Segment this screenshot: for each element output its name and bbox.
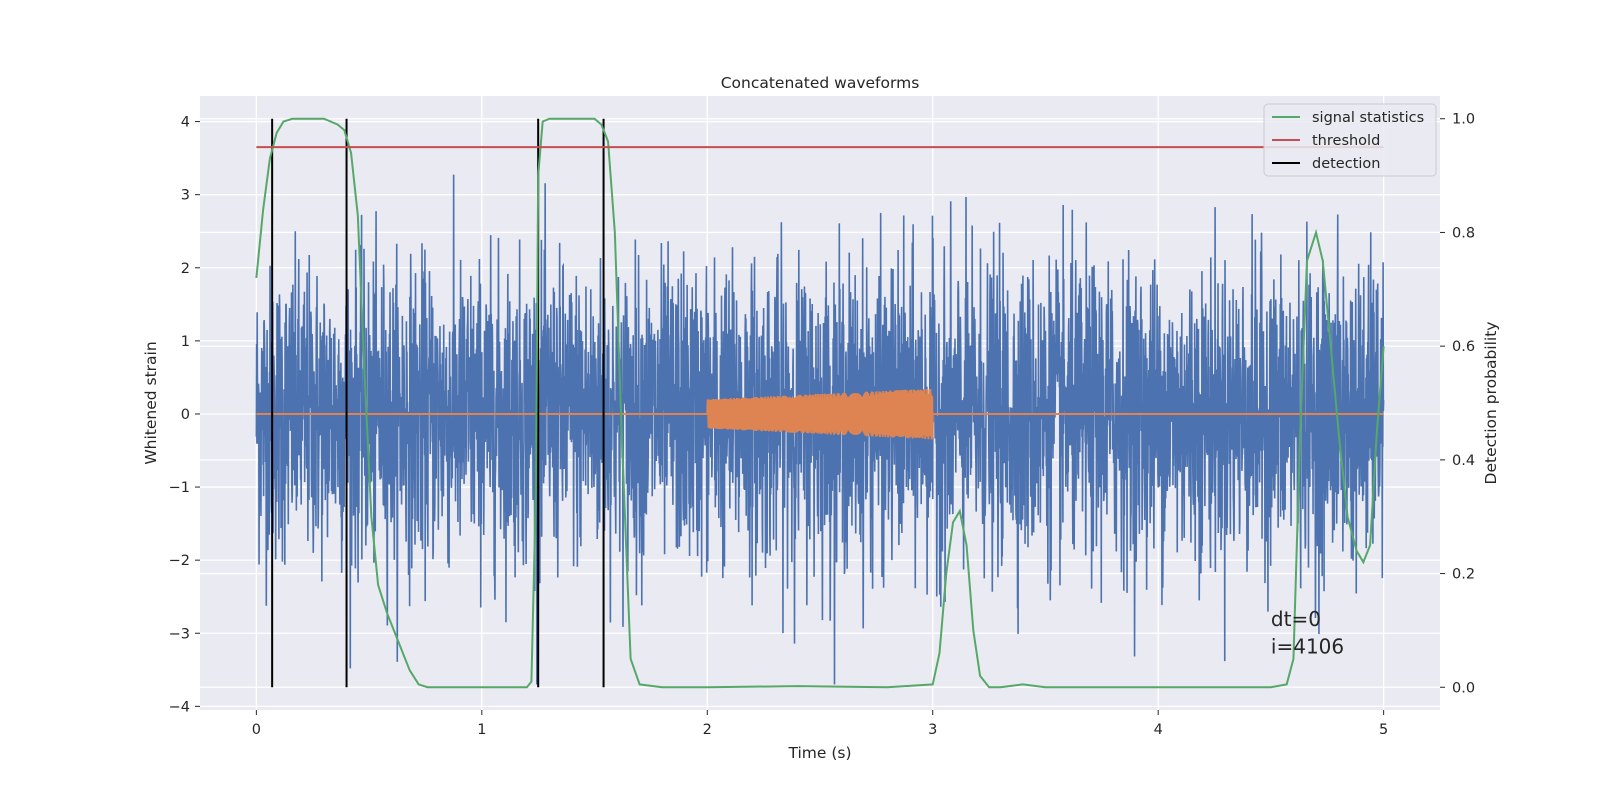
y2-tick-label: 0.6 (1452, 339, 1475, 355)
y2-tick-label: 0.2 (1452, 567, 1475, 583)
plot-area (255, 117, 1385, 689)
y2-axis-label: Detection probability (1482, 322, 1500, 485)
axes: 0 1 2 3 4 5 −4 −3 −2 −1 0 1 2 3 4 0.0 0.2 0.4 0.6 0.8 1.0 (169, 112, 1475, 738)
legend-label: threshold (1312, 133, 1380, 149)
y-tick-label: −3 (169, 626, 190, 642)
y2-tick-label: 0.0 (1452, 680, 1475, 696)
y-tick-label: 2 (181, 261, 190, 277)
y2-tick-label: 0.8 (1452, 225, 1475, 241)
noise-series-line (255, 174, 1385, 685)
annotations: dt=0 i=4106 (1271, 607, 1344, 659)
signal-statistics-series-line (255, 117, 1385, 689)
legend: signal statistics threshold detection (1263, 103, 1437, 177)
x-tick-label: 1 (477, 722, 486, 738)
y-tick-label: −2 (169, 553, 190, 569)
annotation-text: i=4106 (1271, 635, 1344, 659)
y-tick-label: −1 (169, 480, 190, 496)
legend-label: detection (1312, 156, 1380, 172)
y-tick-label: −4 (169, 699, 190, 715)
x-tick-label: 4 (1154, 722, 1163, 738)
annotation-text: dt=0 (1271, 607, 1321, 631)
legend-label: signal statistics (1312, 110, 1424, 126)
y-tick-label: 1 (181, 334, 190, 350)
y-axis-label: Whitened strain (142, 341, 160, 464)
y-tick-label: 0 (181, 407, 190, 423)
injected-signal-line (256, 388, 1384, 440)
x-tick-label: 3 (928, 722, 937, 738)
y-tick-label: 3 (181, 188, 190, 204)
x-axis-label: Time (s) (787, 744, 851, 762)
x-tick-label: 2 (703, 722, 712, 738)
y-tick-label: 4 (181, 115, 190, 131)
x-tick-label: 0 (252, 722, 261, 738)
y2-tick-label: 1.0 (1452, 112, 1475, 128)
chart-title: Concatenated waveforms (721, 74, 920, 92)
y2-tick-label: 0.4 (1452, 453, 1475, 469)
x-tick-label: 5 (1379, 722, 1388, 738)
legend-box (1263, 103, 1437, 177)
